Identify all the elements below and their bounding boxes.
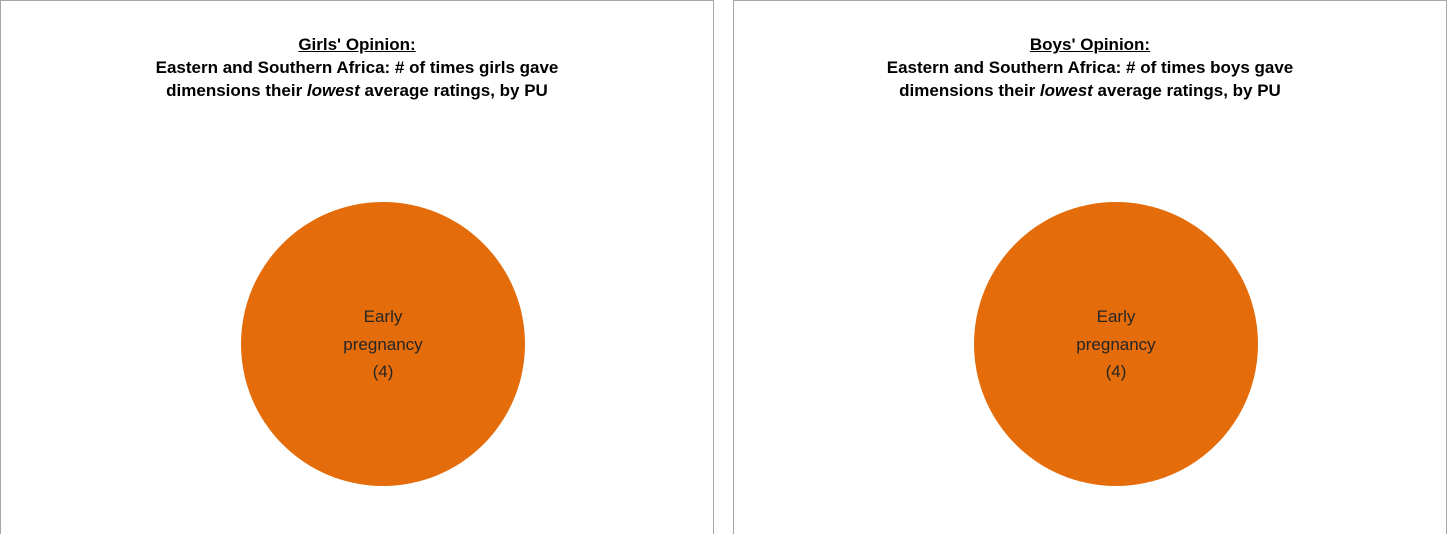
- chart-title-line-2: dimensions their lowest average ratings,…: [734, 79, 1446, 102]
- pie-slice-label: Early pregnancy (4): [343, 307, 423, 381]
- slice-value-label: (4): [1106, 362, 1127, 381]
- title-text-post: average ratings, by PU: [359, 81, 548, 100]
- slice-label-line-1: Early: [1097, 307, 1136, 326]
- chart-heading: Boys' Opinion:: [1029, 35, 1151, 54]
- pie-slice: [974, 202, 1258, 486]
- title-text-pre: dimensions their: [166, 81, 307, 100]
- slice-label-line-2: pregnancy: [1076, 335, 1156, 354]
- chart-title: Girls' Opinion: Eastern and Southern Afr…: [1, 33, 713, 102]
- pie-chart: Early pregnancy (4): [241, 202, 525, 486]
- chart-title-line-1: Eastern and Southern Africa: # of times …: [886, 58, 1294, 77]
- pie-chart: Early pregnancy (4): [974, 202, 1258, 486]
- chart-title: Boys' Opinion: Eastern and Southern Afri…: [734, 33, 1446, 102]
- title-text-emphasis: lowest: [1039, 81, 1093, 100]
- chart-heading: Girls' Opinion:: [298, 35, 416, 54]
- slice-label-line-2: pregnancy: [343, 335, 423, 354]
- title-text-pre: dimensions their: [899, 81, 1040, 100]
- slice-label-line-1: Early: [364, 307, 403, 326]
- chart-panel-girls: Girls' Opinion: Eastern and Southern Afr…: [0, 0, 714, 534]
- chart-title-line-2: dimensions their lowest average ratings,…: [1, 79, 713, 102]
- title-text-post: average ratings, by PU: [1092, 81, 1281, 100]
- chart-title-line-1: Eastern and Southern Africa: # of times …: [155, 58, 559, 77]
- pie-slice-label: Early pregnancy (4): [1076, 307, 1156, 381]
- pie-slice: [241, 202, 525, 486]
- slice-value-label: (4): [373, 362, 394, 381]
- title-text-emphasis: lowest: [306, 81, 360, 100]
- chart-panel-boys: Boys' Opinion: Eastern and Southern Afri…: [733, 0, 1447, 534]
